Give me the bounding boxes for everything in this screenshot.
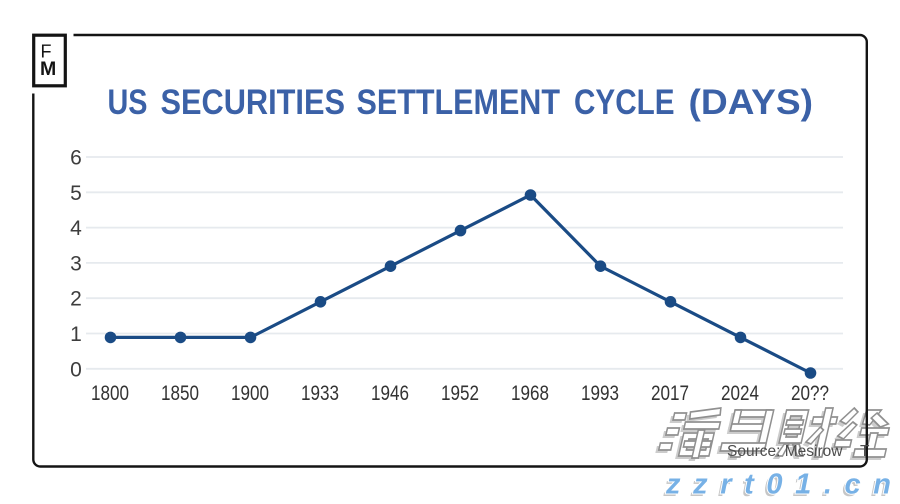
- svg-text:SECURITIES: SECURITIES: [161, 83, 346, 122]
- svg-text:1800: 1800: [91, 382, 129, 405]
- svg-text:M: M: [40, 58, 56, 80]
- svg-text:1900: 1900: [231, 382, 269, 405]
- svg-text:2: 2: [70, 288, 82, 311]
- svg-text:T: T: [860, 443, 870, 460]
- svg-text:F: F: [41, 42, 52, 62]
- svg-text:20??: 20??: [791, 382, 829, 405]
- svg-text:Source: Mesirow: Source: Mesirow: [727, 443, 843, 460]
- svg-text:6: 6: [70, 147, 82, 170]
- svg-text:3: 3: [70, 252, 82, 275]
- svg-text:US: US: [108, 83, 148, 122]
- svg-text:2024: 2024: [721, 382, 759, 405]
- svg-text:5: 5: [70, 182, 82, 205]
- svg-text:2017: 2017: [651, 382, 689, 405]
- svg-text:1850: 1850: [161, 382, 199, 405]
- svg-text:4: 4: [70, 217, 82, 240]
- svg-text:zzrt01.cn: zzrt01.cn: [663, 471, 894, 499]
- svg-text:zzrt01.cn: zzrt01.cn: [665, 469, 896, 500]
- svg-text:(DAYS): (DAYS): [689, 83, 814, 122]
- svg-text:CYCLE: CYCLE: [574, 83, 675, 122]
- svg-text:1952: 1952: [441, 382, 479, 405]
- svg-text:1: 1: [70, 323, 82, 346]
- svg-text:1946: 1946: [371, 382, 409, 405]
- svg-text:SETTLEMENT: SETTLEMENT: [357, 83, 561, 122]
- svg-text:1993: 1993: [581, 382, 619, 405]
- svg-text:1933: 1933: [301, 382, 339, 405]
- svg-text:0: 0: [70, 358, 82, 381]
- svg-text:1968: 1968: [511, 382, 549, 405]
